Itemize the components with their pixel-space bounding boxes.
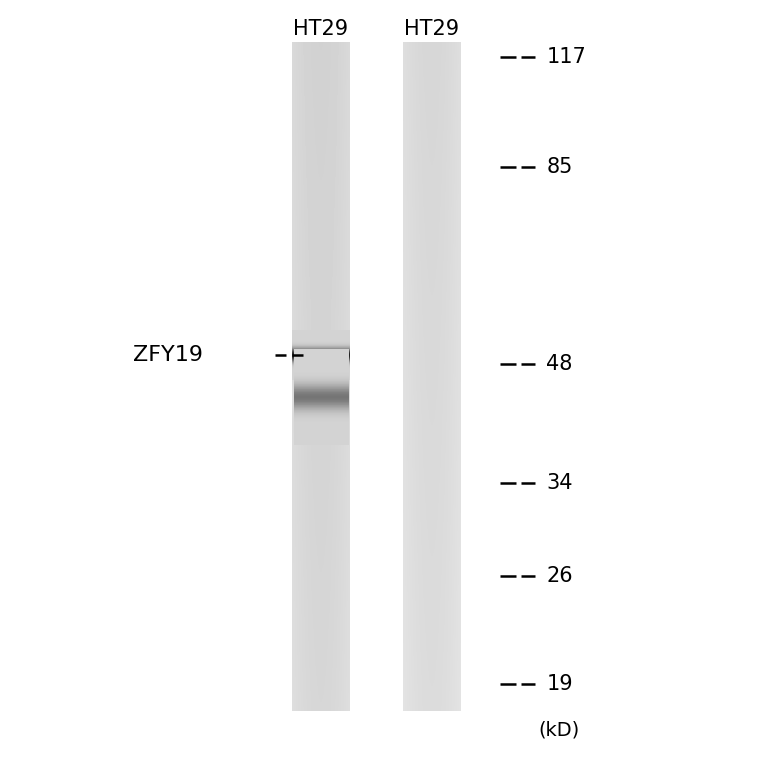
- Text: 117: 117: [546, 47, 586, 67]
- Text: HT29: HT29: [293, 19, 348, 39]
- Text: 85: 85: [546, 157, 573, 177]
- Text: 48: 48: [546, 354, 573, 374]
- Text: 34: 34: [546, 473, 573, 494]
- Text: ZFY19: ZFY19: [133, 345, 203, 365]
- Text: 19: 19: [546, 674, 573, 694]
- Text: HT29: HT29: [404, 19, 459, 39]
- Text: (kD): (kD): [539, 720, 580, 739]
- Text: 26: 26: [546, 565, 573, 586]
